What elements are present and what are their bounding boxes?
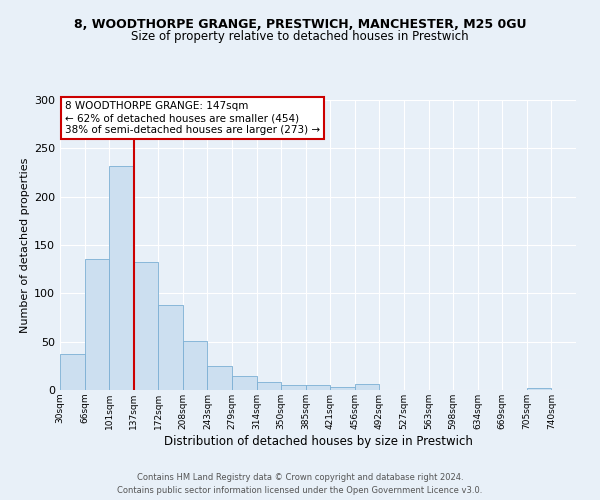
Bar xyxy=(281,385,306,390)
Text: Contains HM Land Registry data © Crown copyright and database right 2024.
Contai: Contains HM Land Registry data © Crown c… xyxy=(118,474,482,495)
Bar xyxy=(355,384,379,390)
X-axis label: Distribution of detached houses by size in Prestwich: Distribution of detached houses by size … xyxy=(164,434,472,448)
Bar xyxy=(330,387,355,390)
Bar xyxy=(306,385,330,390)
Bar xyxy=(527,388,551,390)
Text: 8, WOODTHORPE GRANGE, PRESTWICH, MANCHESTER, M25 0GU: 8, WOODTHORPE GRANGE, PRESTWICH, MANCHES… xyxy=(74,18,526,30)
Y-axis label: Number of detached properties: Number of detached properties xyxy=(20,158,30,332)
Bar xyxy=(134,262,158,390)
Bar xyxy=(183,340,208,390)
Bar xyxy=(85,258,109,390)
Bar xyxy=(109,166,134,390)
Bar xyxy=(208,366,232,390)
Bar xyxy=(60,354,85,390)
Text: 8 WOODTHORPE GRANGE: 147sqm
← 62% of detached houses are smaller (454)
38% of se: 8 WOODTHORPE GRANGE: 147sqm ← 62% of det… xyxy=(65,102,320,134)
Text: Size of property relative to detached houses in Prestwich: Size of property relative to detached ho… xyxy=(131,30,469,43)
Bar xyxy=(257,382,281,390)
Bar xyxy=(158,305,183,390)
Bar xyxy=(232,376,257,390)
